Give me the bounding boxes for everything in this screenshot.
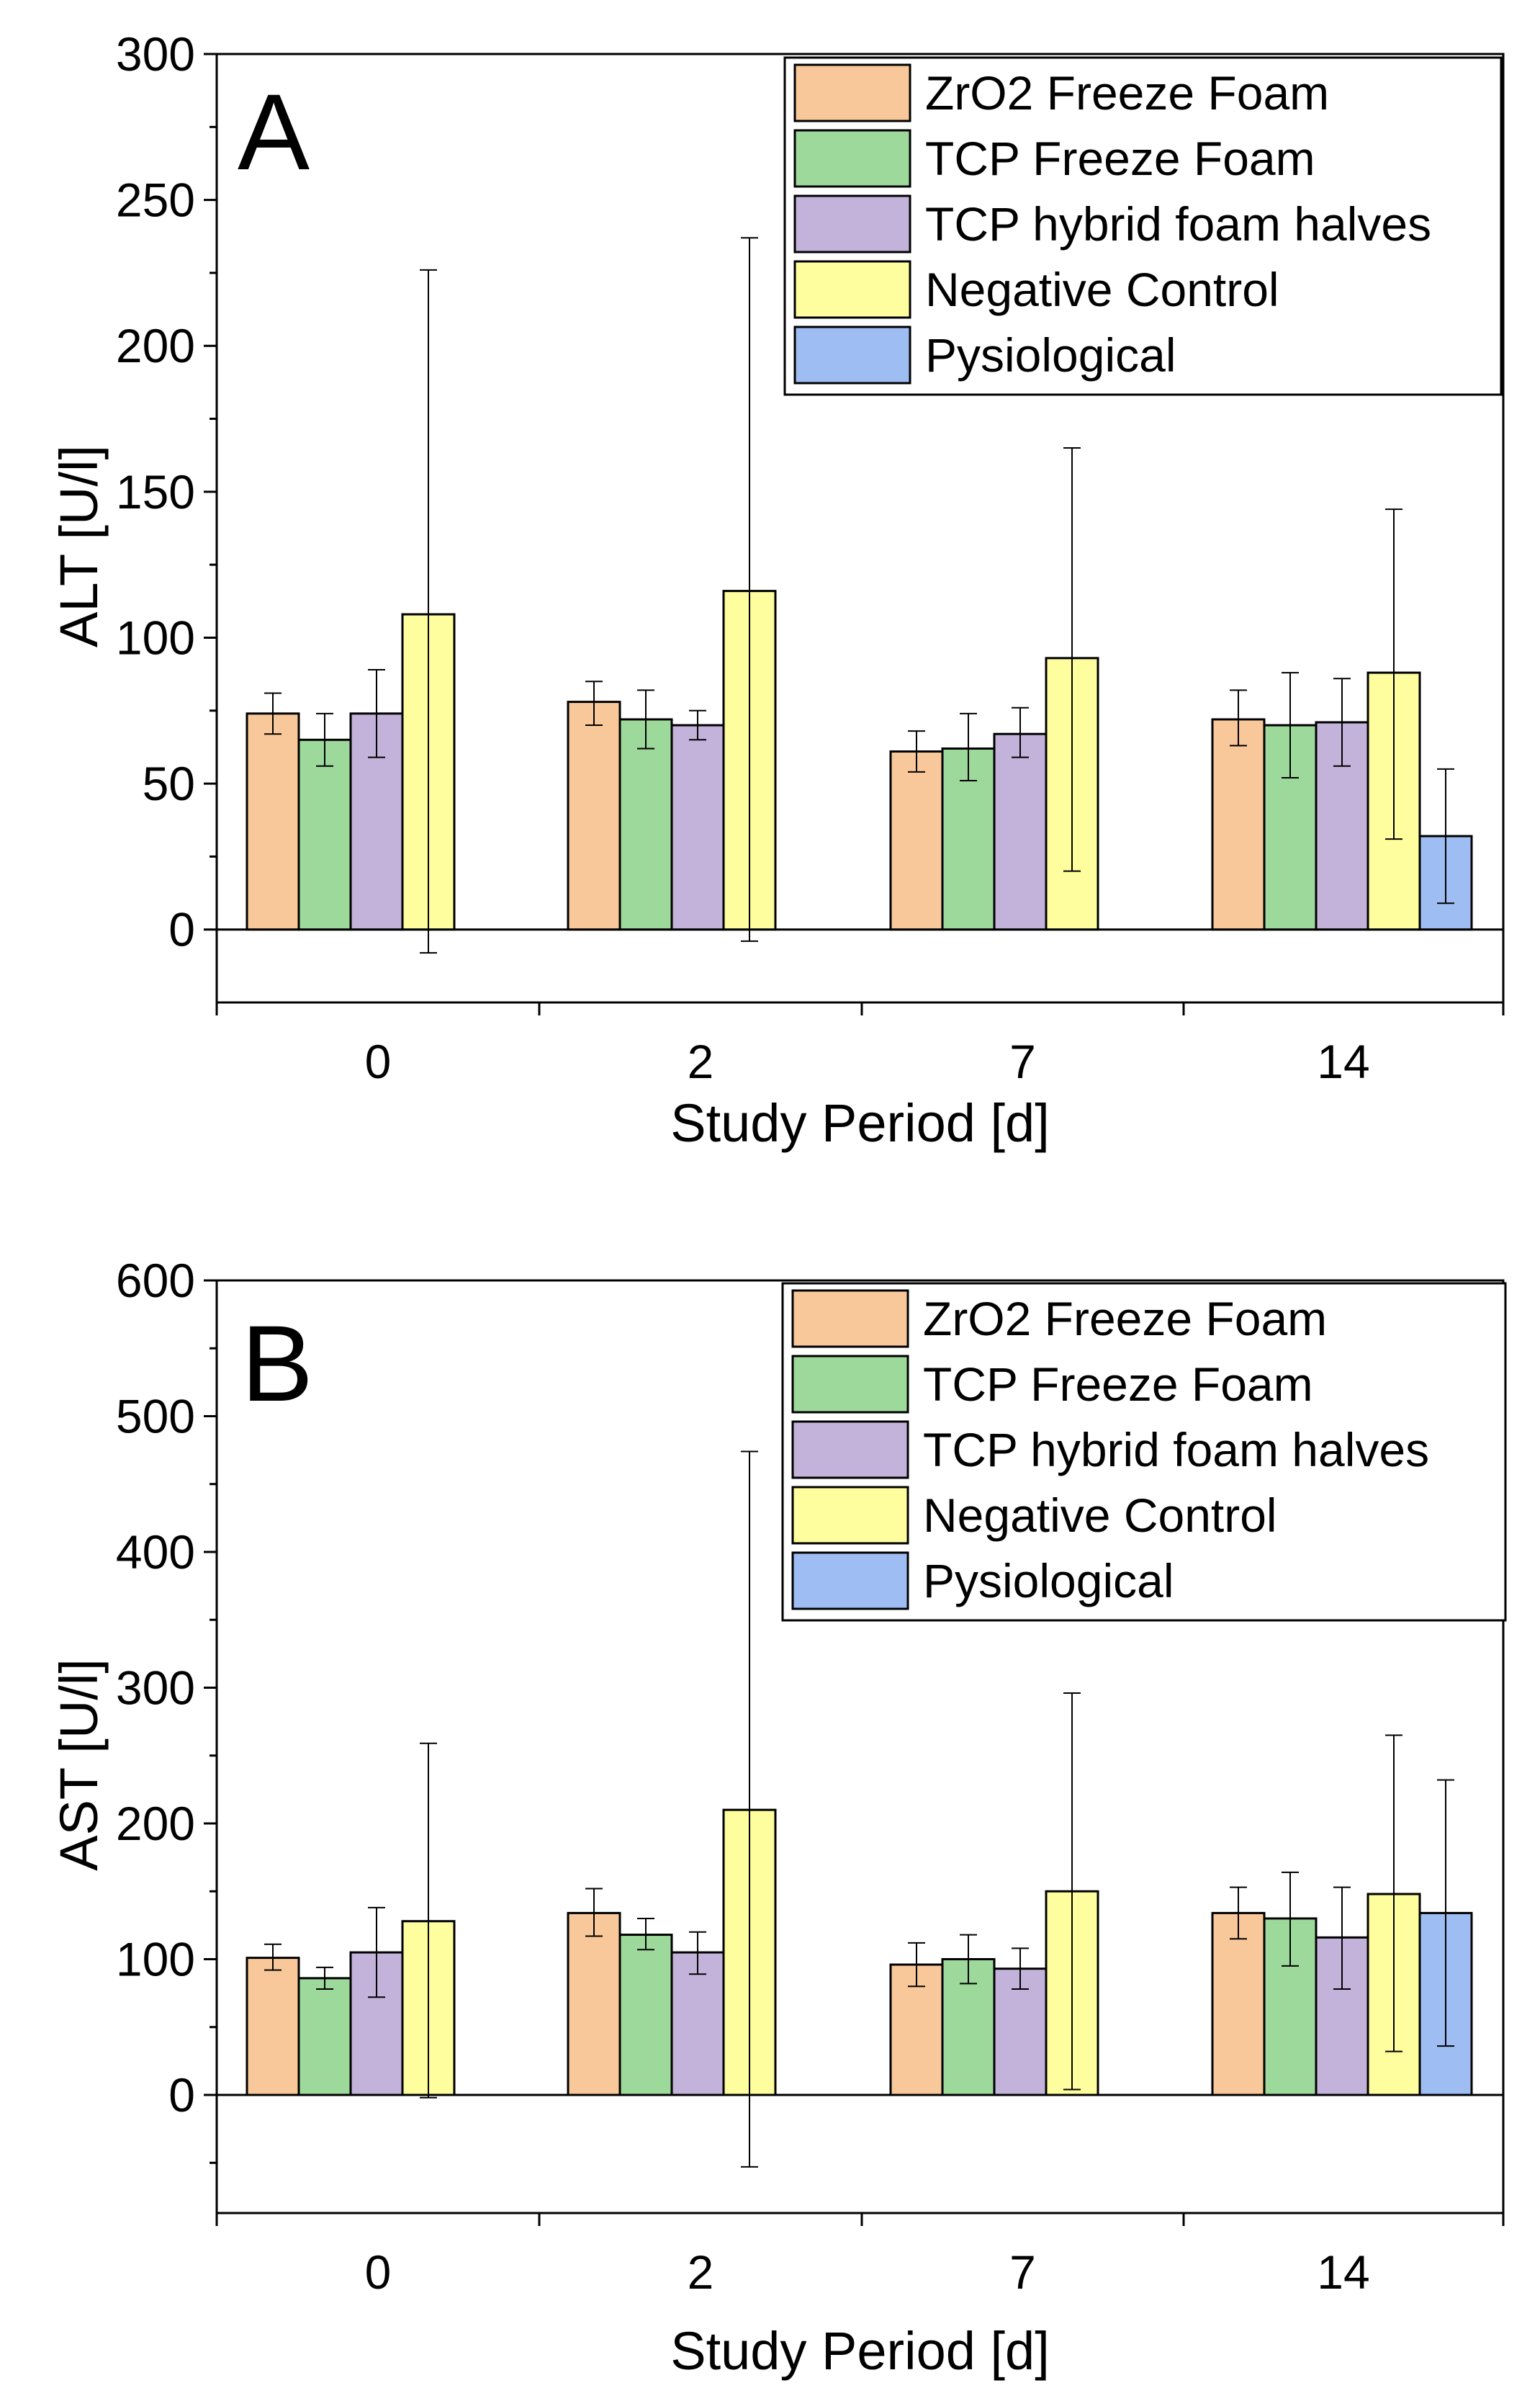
y-tick-label: 200 bbox=[116, 319, 195, 372]
bar bbox=[297, 1977, 352, 2096]
legend-swatch bbox=[791, 1551, 909, 1610]
legend-swatch bbox=[793, 326, 911, 385]
bar bbox=[246, 712, 300, 931]
x-tick-label: 0 bbox=[365, 2245, 392, 2299]
y-tick-label: 200 bbox=[116, 1797, 195, 1850]
legend-swatch bbox=[793, 260, 911, 319]
panel-letter: B bbox=[241, 1303, 313, 1424]
y-tick-label: 300 bbox=[116, 27, 195, 81]
y-tick-label: 50 bbox=[143, 757, 195, 810]
legend-swatch bbox=[793, 194, 911, 253]
legend-swatch bbox=[791, 1420, 909, 1479]
y-tick-label: 0 bbox=[168, 2068, 195, 2122]
legend-label: TCP Freeze Foam bbox=[925, 132, 1315, 185]
y-tick-label: 600 bbox=[116, 1254, 195, 1307]
bar bbox=[567, 701, 621, 931]
bar bbox=[993, 732, 1048, 931]
legend-label: Pysiological bbox=[925, 328, 1176, 382]
legend-label: TCP hybrid foam halves bbox=[923, 1423, 1429, 1476]
legend-label: TCP Freeze Foam bbox=[923, 1357, 1313, 1411]
y-tick-label: 150 bbox=[116, 465, 195, 519]
y-tick-label: 250 bbox=[116, 174, 195, 227]
legend-label: Negative Control bbox=[923, 1489, 1277, 1542]
legend-swatch bbox=[793, 63, 911, 122]
x-tick-label: 7 bbox=[1009, 1035, 1036, 1088]
x-axis-title: Study Period [d] bbox=[670, 2321, 1050, 2381]
y-tick-label: 100 bbox=[116, 611, 195, 664]
legend-swatch bbox=[791, 1355, 909, 1414]
x-tick-label: 14 bbox=[1317, 2245, 1369, 2299]
legend-label: ZrO2 Freeze Foam bbox=[923, 1292, 1327, 1345]
legend-label: TCP hybrid foam halves bbox=[925, 197, 1431, 251]
y-tick-label: 100 bbox=[116, 1933, 195, 1986]
legend: ZrO2 Freeze Foam TCP Freeze Foam TCP hybri… bbox=[783, 56, 1503, 396]
bar bbox=[993, 1967, 1048, 2096]
legend-label: Negative Control bbox=[925, 263, 1279, 316]
plot-frame bbox=[215, 1279, 1505, 2214]
y-tick-label: 0 bbox=[168, 903, 195, 956]
y-tick-label: 500 bbox=[116, 1390, 195, 1443]
bar bbox=[618, 1934, 673, 2096]
x-tick-label: 14 bbox=[1317, 1035, 1369, 1088]
y-axis-title: AST [U/l] bbox=[49, 1659, 109, 1871]
bar bbox=[1211, 718, 1266, 931]
panel-letter: A bbox=[238, 71, 310, 192]
plot-frame bbox=[215, 53, 1505, 1004]
bar bbox=[618, 718, 673, 931]
legend-label: Pysiological bbox=[923, 1554, 1174, 1607]
x-tick-label: 7 bbox=[1009, 2245, 1036, 2299]
bar bbox=[297, 738, 352, 931]
y-tick-label: 300 bbox=[116, 1661, 195, 1715]
legend-label: ZrO2 Freeze Foam bbox=[925, 66, 1329, 120]
bar bbox=[889, 750, 944, 931]
legend: ZrO2 Freeze Foam TCP Freeze Foam TCP hybri… bbox=[781, 1282, 1507, 1622]
bar bbox=[1211, 1911, 1266, 2096]
legend-swatch bbox=[791, 1486, 909, 1545]
chart-panel-A: 0 50 100 150 200 250 300 0 2 7 14 Study Period [d] A… bbox=[49, 27, 1505, 1153]
legend-swatch bbox=[791, 1289, 909, 1348]
bar bbox=[567, 1911, 621, 2096]
x-tick-label: 2 bbox=[688, 1035, 714, 1088]
chart-panel-B: 0 100 200 300 400 500 600 0 2 7 14 Study Period [d]… bbox=[49, 1254, 1507, 2381]
bar bbox=[670, 724, 725, 931]
legend-swatch bbox=[793, 129, 911, 188]
y-axis-title: ALT [U/l] bbox=[49, 445, 109, 647]
x-axis-title: Study Period [d] bbox=[670, 1093, 1050, 1153]
bar bbox=[246, 1957, 300, 2096]
x-tick-label: 2 bbox=[688, 2245, 714, 2299]
x-tick-label: 0 bbox=[365, 1035, 392, 1088]
y-tick-label: 400 bbox=[116, 1525, 195, 1579]
